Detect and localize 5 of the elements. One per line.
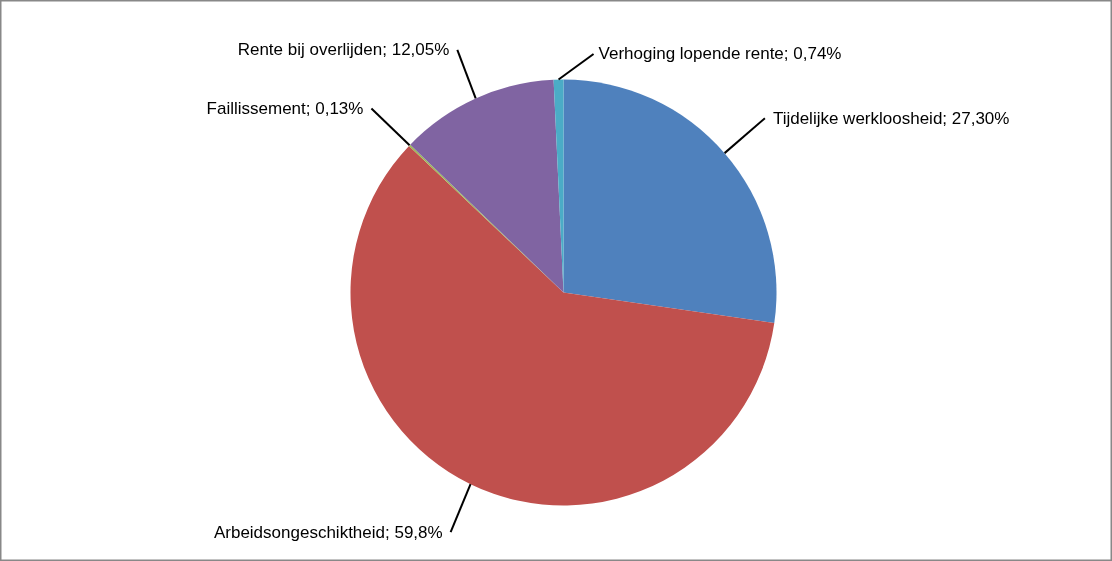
slice-label: Tijdelijke werkloosheid; 27,30%: [772, 108, 1010, 128]
slice-label: Verhoging lopende rente; 0,74%: [598, 44, 842, 64]
slice-label: Rente bij overlijden; 12,05%: [237, 40, 450, 60]
slice-label: Arbeidsongeschiktheid; 59,8%: [213, 522, 443, 542]
slice-label: Faillissement; 0,13%: [206, 98, 364, 118]
